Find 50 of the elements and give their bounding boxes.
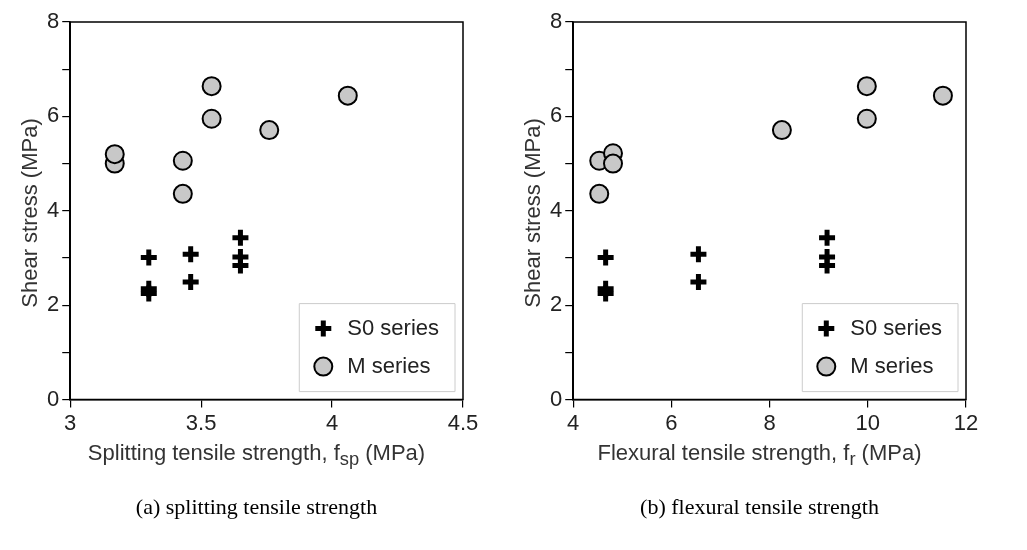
legend-label: M series	[347, 352, 431, 378]
point	[259, 120, 280, 141]
x-tick-label: 6	[665, 409, 678, 435]
point	[589, 183, 610, 204]
text: (a) splitting tensile strength	[134, 494, 379, 520]
x-tick-label: 8	[763, 409, 776, 435]
y-tick-label: 8	[549, 8, 563, 34]
legend-label: S0 series	[850, 314, 943, 340]
point	[138, 247, 160, 269]
point	[771, 120, 792, 141]
point	[172, 183, 193, 204]
point	[603, 153, 623, 174]
legend-label: S0 series	[347, 314, 440, 340]
point	[856, 108, 877, 129]
y-tick-label: 6	[549, 102, 563, 128]
point	[172, 150, 193, 171]
y-tick-label: 2	[549, 291, 563, 317]
y-axis-title: Shear stress (MPa)	[520, 117, 546, 310]
x-tick-label: 4.5	[447, 409, 479, 435]
point	[229, 227, 251, 249]
x-tick-label: 12	[953, 409, 979, 435]
point	[180, 243, 202, 265]
point	[687, 243, 709, 265]
x-tick-label: 3.5	[185, 409, 217, 435]
x-tick-label: 3	[64, 409, 77, 435]
point	[595, 247, 617, 269]
x-tick-label: 10	[855, 409, 881, 435]
point	[104, 144, 125, 165]
x-tick-label: 4	[567, 409, 580, 435]
x-tick-label: 4	[325, 409, 339, 435]
point	[687, 271, 709, 293]
point	[337, 85, 358, 106]
point	[816, 227, 838, 249]
y-tick-label: 2	[46, 291, 60, 317]
y-axis-title: Shear stress (MPa)	[17, 117, 43, 310]
text: (b) flexural tensile strength	[639, 494, 880, 520]
y-tick-label: 8	[46, 8, 60, 34]
y-tick-label: 6	[46, 102, 60, 128]
y-tick-label: 0	[46, 385, 60, 411]
y-tick-label: 0	[549, 385, 563, 411]
point	[201, 76, 222, 97]
point	[180, 271, 202, 293]
point	[201, 108, 222, 129]
point	[932, 85, 953, 106]
point	[856, 76, 877, 97]
legend-label: M series	[850, 352, 934, 378]
y-tick-label: 4	[549, 196, 563, 222]
y-tick-label: 4	[46, 196, 60, 222]
x-axis-title: Splitting tensile strength, f$_{sp}$ (MPa)	[86, 440, 427, 471]
x-axis-title: Flexural tensile strength, f$_{r}$ (MPa)	[596, 440, 923, 471]
